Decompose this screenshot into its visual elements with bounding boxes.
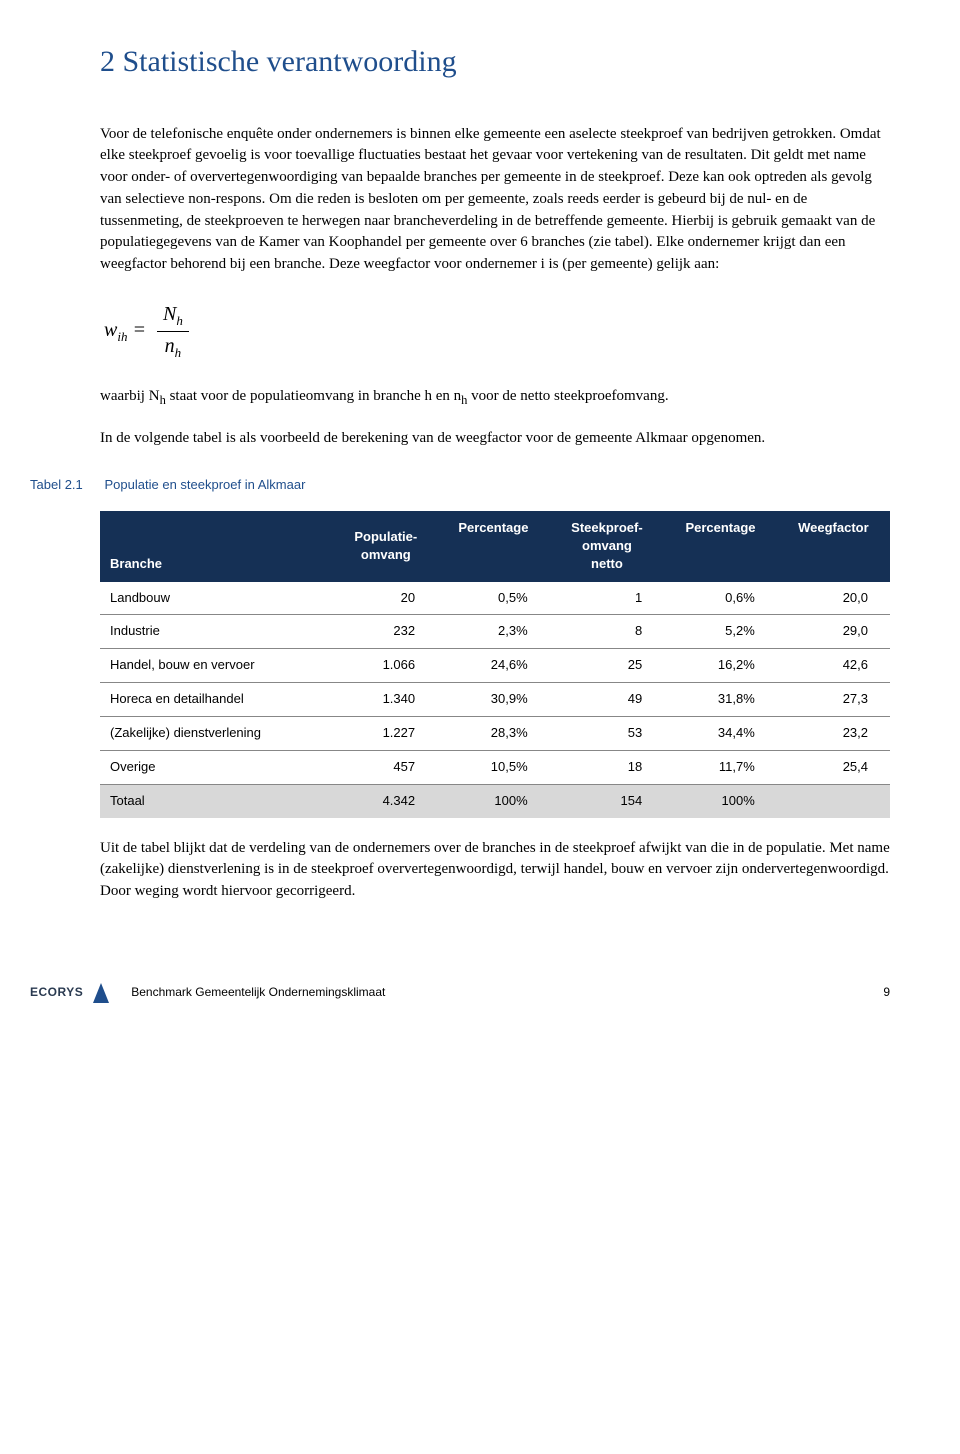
- cell-pop: 457: [334, 750, 437, 784]
- ecorys-logo-text: ECORYS: [30, 984, 83, 1001]
- cell-pop-pct: 24,6%: [437, 649, 550, 683]
- formula-numerator: N: [163, 303, 176, 325]
- cell-steek-pct: 34,4%: [664, 717, 777, 751]
- cell-branch: Horeca en detailhandel: [100, 683, 334, 717]
- p2-part-c: voor de netto steekproefomvang.: [467, 388, 668, 404]
- cell-branch: Landbouw: [100, 582, 334, 615]
- cell-branch: (Zakelijke) dienstverlening: [100, 717, 334, 751]
- cell-branch: Industrie: [100, 615, 334, 649]
- col-branche: Branche: [100, 511, 334, 582]
- cell-branch-total: Totaal: [100, 784, 334, 817]
- cell-steek-pct-total: 100%: [664, 784, 777, 817]
- cell-steek-pct: 0,6%: [664, 582, 777, 615]
- cell-steek: 53: [550, 717, 665, 751]
- col-weegfactor: Weegfactor: [777, 511, 890, 582]
- col-steekproef-c: netto: [591, 556, 623, 571]
- col-populatie: Populatie- omvang: [334, 511, 437, 582]
- formula-w-sub: ih: [117, 329, 127, 344]
- section-heading: 2 Statistische verantwoording: [100, 40, 890, 84]
- table-row: Horeca en detailhandel 1.340 30,9% 49 31…: [100, 683, 890, 717]
- page-footer: ECORYS Benchmark Gemeentelijk Ondernemin…: [30, 983, 890, 1003]
- cell-pop: 232: [334, 615, 437, 649]
- cell-pop-pct: 0,5%: [437, 582, 550, 615]
- cell-pop: 1.340: [334, 683, 437, 717]
- cell-steek-pct: 5,2%: [664, 615, 777, 649]
- cell-steek: 18: [550, 750, 665, 784]
- cell-steek: 8: [550, 615, 665, 649]
- cell-pop: 1.066: [334, 649, 437, 683]
- table-row: Industrie 232 2,3% 8 5,2% 29,0: [100, 615, 890, 649]
- formula-denominator: n: [165, 335, 175, 357]
- p2-part-b: staat voor de populatieomvang in branche…: [166, 388, 461, 404]
- table-row: Handel, bouw en vervoer 1.066 24,6% 25 1…: [100, 649, 890, 683]
- formula-eq: =: [127, 319, 151, 341]
- population-sample-table: Branche Populatie- omvang Percentage Ste…: [100, 511, 890, 817]
- table-label: Tabel 2.1: [30, 476, 83, 495]
- cell-weeg: 25,4: [777, 750, 890, 784]
- cell-pop-pct: 10,5%: [437, 750, 550, 784]
- cell-branch: Overige: [100, 750, 334, 784]
- cell-weeg: 42,6: [777, 649, 890, 683]
- cell-steek: 25: [550, 649, 665, 683]
- col-percentage-2: Percentage: [664, 511, 777, 582]
- formula-fraction: Nh nh: [157, 300, 189, 363]
- cell-weeg: 20,0: [777, 582, 890, 615]
- cell-pop-pct: 2,3%: [437, 615, 550, 649]
- cell-weeg: 27,3: [777, 683, 890, 717]
- weight-formula: wih = Nh nh: [104, 300, 890, 363]
- body-paragraph-4: Uit de tabel blijkt dat de verdeling van…: [100, 838, 890, 903]
- table-row: (Zakelijke) dienstverlening 1.227 28,3% …: [100, 717, 890, 751]
- ecorys-logo-icon: [93, 983, 109, 1003]
- col-populatie-b: omvang: [361, 547, 411, 562]
- col-steekproef: Steekproef- omvang netto: [550, 511, 665, 582]
- col-percentage-1: Percentage: [437, 511, 550, 582]
- cell-steek-pct: 11,7%: [664, 750, 777, 784]
- cell-pop-pct: 28,3%: [437, 717, 550, 751]
- cell-steek: 49: [550, 683, 665, 717]
- col-populatie-a: Populatie-: [354, 529, 417, 544]
- cell-weeg-total: [777, 784, 890, 817]
- table-header-row: Branche Populatie- omvang Percentage Ste…: [100, 511, 890, 582]
- table-row: Overige 457 10,5% 18 11,7% 25,4: [100, 750, 890, 784]
- formula-den-sub: h: [175, 345, 182, 360]
- body-paragraph-1: Voor de telefonische enquête onder onder…: [100, 124, 890, 276]
- cell-steek: 1: [550, 582, 665, 615]
- cell-pop-pct-total: 100%: [437, 784, 550, 817]
- cell-steek-pct: 31,8%: [664, 683, 777, 717]
- col-steekproef-a: Steekproef-: [571, 520, 643, 535]
- cell-pop: 1.227: [334, 717, 437, 751]
- col-steekproef-b: omvang: [582, 538, 632, 553]
- cell-steek-pct: 16,2%: [664, 649, 777, 683]
- cell-weeg: 23,2: [777, 717, 890, 751]
- formula-w: w: [104, 319, 117, 341]
- cell-pop-pct: 30,9%: [437, 683, 550, 717]
- footer-title: Benchmark Gemeentelijk Ondernemingsklima…: [131, 984, 385, 1001]
- p2-part-a: waarbij N: [100, 388, 160, 404]
- body-paragraph-3: In de volgende tabel is als voorbeeld de…: [100, 428, 890, 450]
- cell-pop-total: 4.342: [334, 784, 437, 817]
- cell-weeg: 29,0: [777, 615, 890, 649]
- formula-num-sub: h: [176, 313, 183, 328]
- table-caption: Populatie en steekproef in Alkmaar: [105, 476, 306, 495]
- footer-left: ECORYS Benchmark Gemeentelijk Ondernemin…: [30, 983, 385, 1003]
- table-row: Landbouw 20 0,5% 1 0,6% 20,0: [100, 582, 890, 615]
- body-paragraph-2: waarbij Nh staat voor de populatieomvang…: [100, 386, 890, 409]
- table-caption-row: Tabel 2.1 Populatie en steekproef in Alk…: [30, 475, 890, 497]
- cell-pop: 20: [334, 582, 437, 615]
- page-number: 9: [883, 984, 890, 1001]
- table-body: Landbouw 20 0,5% 1 0,6% 20,0 Industrie 2…: [100, 582, 890, 818]
- cell-steek-total: 154: [550, 784, 665, 817]
- cell-branch: Handel, bouw en vervoer: [100, 649, 334, 683]
- table-total-row: Totaal 4.342 100% 154 100%: [100, 784, 890, 817]
